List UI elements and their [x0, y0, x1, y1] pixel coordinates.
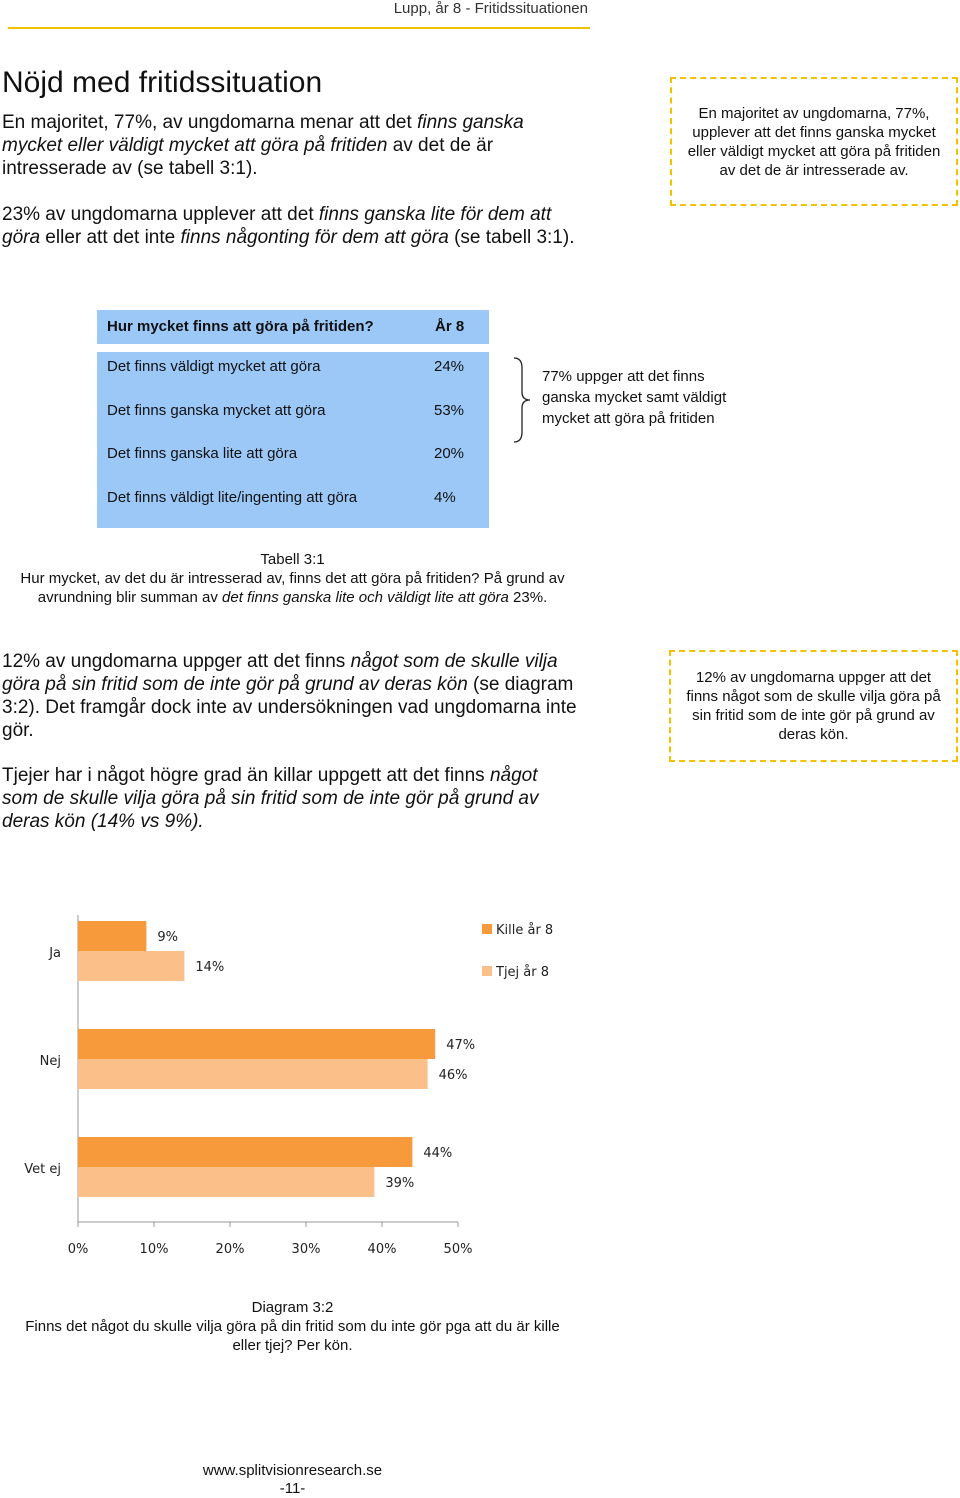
para4-emphasis: något som de skulle vilja göra på sin fr… — [2, 765, 539, 832]
bar-value-label: 39% — [385, 1176, 414, 1191]
diagram-caption-line1: Finns det något du skulle vilja göra på … — [25, 1318, 560, 1335]
intro-paragraph: En majoritet, 77%, av ungdomarna menar a… — [2, 111, 582, 180]
bar-value-label: 9% — [157, 930, 178, 945]
legend-label: Kille år 8 — [496, 923, 553, 938]
section-title: Nöjd med fritidssituation — [2, 66, 323, 99]
bar — [78, 1137, 413, 1167]
table-row-label: Det finns väldigt lite/ingenting att gör… — [107, 489, 358, 506]
table-caption-line1: Hur mycket, av det du är intresserad av,… — [20, 570, 565, 587]
x-tick-label: 10% — [140, 1242, 169, 1257]
para3-text-c: (se diagram 3:2). Det framgår dock inte … — [2, 674, 577, 741]
table-row-value: 53% — [434, 402, 465, 419]
para1-emphasis: finns ganska mycket eller väldigt mycket… — [2, 112, 524, 156]
table-caption: Tabell 3:1 Hur mycket, av det du är intr… — [0, 550, 585, 607]
table-row-label: Det finns ganska lite att göra — [107, 445, 298, 462]
x-tick-label: 20% — [216, 1242, 245, 1257]
table-row-value: 4% — [434, 489, 456, 506]
table-row-label: Det finns ganska mycket att göra — [107, 402, 326, 419]
callout-box-majority: En majoritet av ungdomarna, 77%, uppleve… — [670, 77, 958, 206]
page-number: -11- — [279, 1480, 306, 1497]
table-row-label: Det finns väldigt mycket att göra — [107, 358, 321, 375]
x-tick-label: 0% — [68, 1242, 89, 1257]
table-row-value: 20% — [434, 445, 465, 462]
gender-paragraph: 12% av ungdomarna uppger att det finns n… — [2, 650, 592, 742]
para2-emphasis-2: finns någonting för dem att göra — [180, 227, 449, 248]
table-caption-line2: avrundning blir summan av det finns gans… — [0, 588, 585, 607]
diagram-caption-line2: eller tjej? Per kön. — [232, 1337, 353, 1354]
para3-text-a: 12% av ungdomarna uppger att det finns — [2, 651, 351, 672]
table-caption-title: Tabell 3:1 — [260, 551, 325, 568]
table-row-value: 24% — [434, 358, 465, 375]
para3-emphasis: något som de skulle vilja göra på sin fr… — [2, 651, 558, 695]
para1-text-a: En majoritet, 77%, av ungdomarna menar a… — [2, 112, 418, 133]
bar-value-label: 46% — [439, 1068, 468, 1083]
bar — [78, 1029, 436, 1059]
para2-text-e: (se tabell 3:1). — [448, 227, 575, 248]
caption-emphasis: det finns ganska lite och väldigt lite a… — [222, 589, 509, 606]
curly-brace-icon — [513, 357, 531, 443]
bar — [78, 951, 185, 981]
table-header-question: Hur mycket finns att göra på fritiden? — [107, 318, 374, 335]
brace-note: 77% uppger att det finns ganska mycket s… — [542, 368, 727, 427]
table-header: Hur mycket finns att göra på fritiden? Å… — [97, 310, 489, 344]
diagram-caption: Diagram 3:2 Finns det något du skulle vi… — [0, 1298, 585, 1355]
running-header: Lupp, år 8 - Fritidssituationen — [393, 0, 588, 17]
header-rule — [8, 27, 590, 29]
legend-label: Tjej år 8 — [495, 965, 549, 980]
legend-swatch — [482, 966, 492, 976]
x-tick-label: 30% — [292, 1242, 321, 1257]
x-tick-label: 40% — [368, 1242, 397, 1257]
category-label: Nej — [40, 1054, 61, 1069]
girls-boys-paragraph: Tjejer har i något högre grad än killar … — [2, 764, 572, 833]
bar-chart: 0% 10% 20% 30% 40% 50% Ja 9% 14% Nej 47% 46% Vet ej 4… — [24, 915, 553, 1257]
legend-swatch — [482, 924, 492, 934]
minority-paragraph: 23% av ungdomarna upplever att det finns… — [2, 203, 587, 249]
para2-emphasis-1: finns ganska lite för dem att göra — [2, 204, 552, 248]
para4-text-a: Tjejer har i något högre grad än killar … — [2, 765, 490, 786]
callout-gender-text: 12% av ungdomarna uppger att det finns n… — [686, 669, 941, 743]
category-label: Ja — [48, 946, 61, 961]
footer-url: www.splitvisionresearch.se — [202, 1462, 383, 1479]
bar — [78, 1059, 428, 1089]
para1-text-c: av det de är intresserade av (se tabell … — [2, 135, 494, 179]
callout-box-gender: 12% av ungdomarna uppger att det finns n… — [669, 650, 958, 762]
diagram-caption-title: Diagram 3:2 — [251, 1299, 334, 1316]
bar — [78, 921, 147, 951]
bar-value-label: 14% — [195, 960, 224, 975]
bar-value-label: 47% — [446, 1038, 475, 1053]
x-tick-label: 50% — [444, 1242, 473, 1257]
bar — [78, 1167, 375, 1197]
table-header-year: År 8 — [435, 318, 465, 335]
para2-text-c: eller att det inte — [40, 227, 181, 248]
bar-value-label: 44% — [423, 1146, 452, 1161]
category-label: Vet ej — [24, 1162, 61, 1177]
caption-text-a: avrundning blir summan av — [37, 589, 223, 606]
callout-majority-text: En majoritet av ungdomarna, 77%, uppleve… — [687, 104, 941, 179]
caption-text-c: 23%. — [508, 589, 548, 606]
para2-text-a: 23% av ungdomarna upplever att det — [2, 204, 319, 225]
table-body: Det finns väldigt mycket att göra 24% De… — [97, 352, 489, 528]
